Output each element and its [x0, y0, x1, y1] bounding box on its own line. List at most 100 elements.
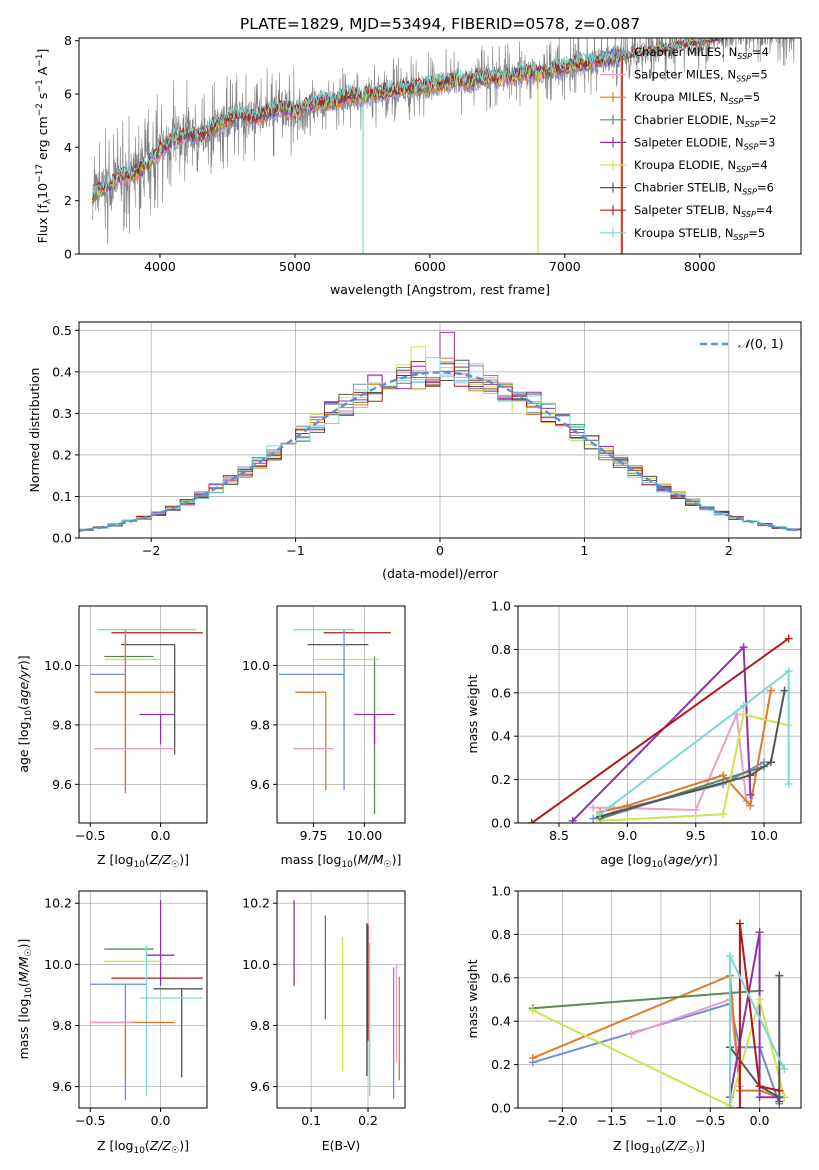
label-part: age [log [16, 721, 31, 772]
mass-weight-marker [755, 928, 764, 937]
y-tick-label: 10.0 [242, 957, 270, 972]
x-tick-label: 9.0 [617, 828, 637, 843]
y-tick-label: 10.2 [44, 896, 72, 911]
label-part: SSP [734, 233, 749, 242]
label-part: erg cm [35, 116, 50, 164]
label-part: Z [log [97, 852, 133, 867]
x-tick-label: 9.75 [300, 828, 328, 843]
y-tick-label: 9.6 [52, 777, 72, 792]
label-part: )] [16, 655, 31, 665]
mass-weight-marker [780, 1064, 789, 1073]
mass-weight-line [729, 932, 785, 1099]
legend-label: Kroupa ELODIE, NSSP=4 [634, 158, 768, 174]
mass-weight-marker [627, 1030, 636, 1039]
label-part: SSP [744, 142, 759, 151]
label-part: =4 [752, 45, 769, 59]
panel-age-vs-Z: −0.5 0.09.69.810.0Z [log10(Z/Z☉)]age [log… [16, 605, 208, 870]
x-tick-label: −0.5 [75, 1113, 105, 1128]
legend-label: Kroupa MILES, NSSP=5 [634, 90, 760, 106]
label-part: s [35, 93, 50, 104]
label-part: (0, 1) [750, 336, 784, 351]
mass-weight-marker [784, 634, 793, 643]
mass-weight-marker [746, 771, 755, 780]
y-tick-label: 6 [64, 87, 72, 102]
plot-area [528, 919, 789, 1108]
y-axis-label: mass [log10(M/M☉)] [16, 939, 34, 1060]
y-tick-label: 10.0 [242, 658, 270, 673]
label-part: ☉ [24, 948, 34, 956]
panel-residuals: −2 −1 0 1 2 0.0 0.1 0.2 0.3 0.4 0.5 (data-model)/er… [27, 321, 802, 581]
label-part: Z/Z [149, 1138, 172, 1153]
y-tick-label: 10.2 [242, 896, 270, 911]
y-tick-label: 0.8 [491, 927, 511, 942]
label-part: ] [35, 49, 50, 54]
y-tick-label: 9.8 [52, 1018, 72, 1033]
y-tick-label: 0.2 [52, 447, 72, 462]
y-tick-label: 0.0 [52, 531, 72, 546]
x-tick-label: −1.0 [646, 1113, 676, 1128]
label-part: Kroupa ELODIE, N [634, 158, 736, 172]
x-tick-label: 8000 [684, 259, 716, 274]
legend-label: Chabrier STELIB, NSSP=6 [634, 181, 774, 197]
normal-reference-curve [79, 371, 801, 532]
x-tick-label: 1 [580, 543, 588, 558]
mass-weight-marker [596, 810, 605, 819]
mass-weight-marker [726, 952, 735, 961]
y-tick-label: 9.8 [250, 717, 270, 732]
plot-area [79, 331, 801, 533]
label-part: A [35, 66, 50, 79]
label-part: ( [16, 982, 31, 987]
y-axis-label: age [log10(age/yr)] [16, 655, 34, 772]
label-part: )] [695, 1138, 705, 1153]
label-part: =4 [756, 203, 773, 217]
axes-frame [517, 890, 802, 1109]
mass-weight-marker [775, 1086, 784, 1095]
y-tick-label: 9.8 [52, 717, 72, 732]
y-tick-label: 0.8 [491, 642, 511, 657]
mass-weight-line [599, 713, 789, 822]
mass-weight-marker [528, 1006, 537, 1015]
plot-area [279, 629, 395, 815]
mass-weight-marker [719, 810, 728, 819]
y-axis-label: Flux [fλ10−17 erg cm−2 s−1 A−1] [35, 49, 53, 244]
label-part: SSP [736, 165, 751, 174]
label-part: 10 [341, 860, 353, 870]
panel-age-vs-mass: 9.75 10.00 9.6 9.8 10.0 mass [log10(M/M☉)] [242, 605, 406, 870]
mass-weight-line [599, 690, 786, 818]
mass-weight-marker [775, 971, 784, 980]
panel-mass-vs-ebv: 0.1 0.2 9.6 9.8 10.0 10.2 E(B-V) [242, 890, 406, 1153]
legend-label: 𝒩(0, 1) [738, 336, 784, 351]
label-part: )] [179, 852, 189, 867]
x-tick-label: 0.1 [301, 1113, 321, 1128]
x-tick-label: 0.0 [151, 1113, 171, 1128]
mass-weight-line [532, 1002, 781, 1105]
label-part: SSP [737, 52, 752, 61]
label-part: mass [log [281, 852, 342, 867]
label-part: age [log [600, 852, 651, 867]
y-tick-label: 0.0 [491, 816, 511, 831]
label-part: =6 [757, 181, 774, 195]
label-part: =5 [748, 226, 765, 240]
label-part: SSP [736, 75, 751, 84]
axes-frame [276, 605, 406, 824]
y-tick-label: 1.0 [491, 599, 511, 614]
x-axis-label: mass [log10(M/M☉)] [281, 852, 402, 870]
x-tick-label: −2.0 [547, 1113, 577, 1128]
y-tick-label: 9.8 [250, 1018, 270, 1033]
axes-frame [517, 605, 802, 824]
label-part: =3 [758, 135, 775, 149]
label-part: )] [179, 1138, 189, 1153]
label-part: SSP [742, 188, 757, 197]
mass-weight-marker [746, 790, 755, 799]
label-part: ( [145, 852, 150, 867]
label-part: M/M [358, 852, 384, 867]
x-axis-label: age [log10(age/yr)] [600, 852, 717, 870]
y-tick-label: 10.0 [44, 957, 72, 972]
y-tick-label: 0.0 [491, 1101, 511, 1116]
mass-weight-marker [746, 801, 755, 810]
legend-label: Salpeter MILES, NSSP=5 [634, 68, 768, 84]
label-part: Salpeter ELODIE, N [634, 135, 744, 149]
y-axis-label: Normed distribution [27, 368, 42, 493]
label-part: −1 [35, 54, 45, 67]
